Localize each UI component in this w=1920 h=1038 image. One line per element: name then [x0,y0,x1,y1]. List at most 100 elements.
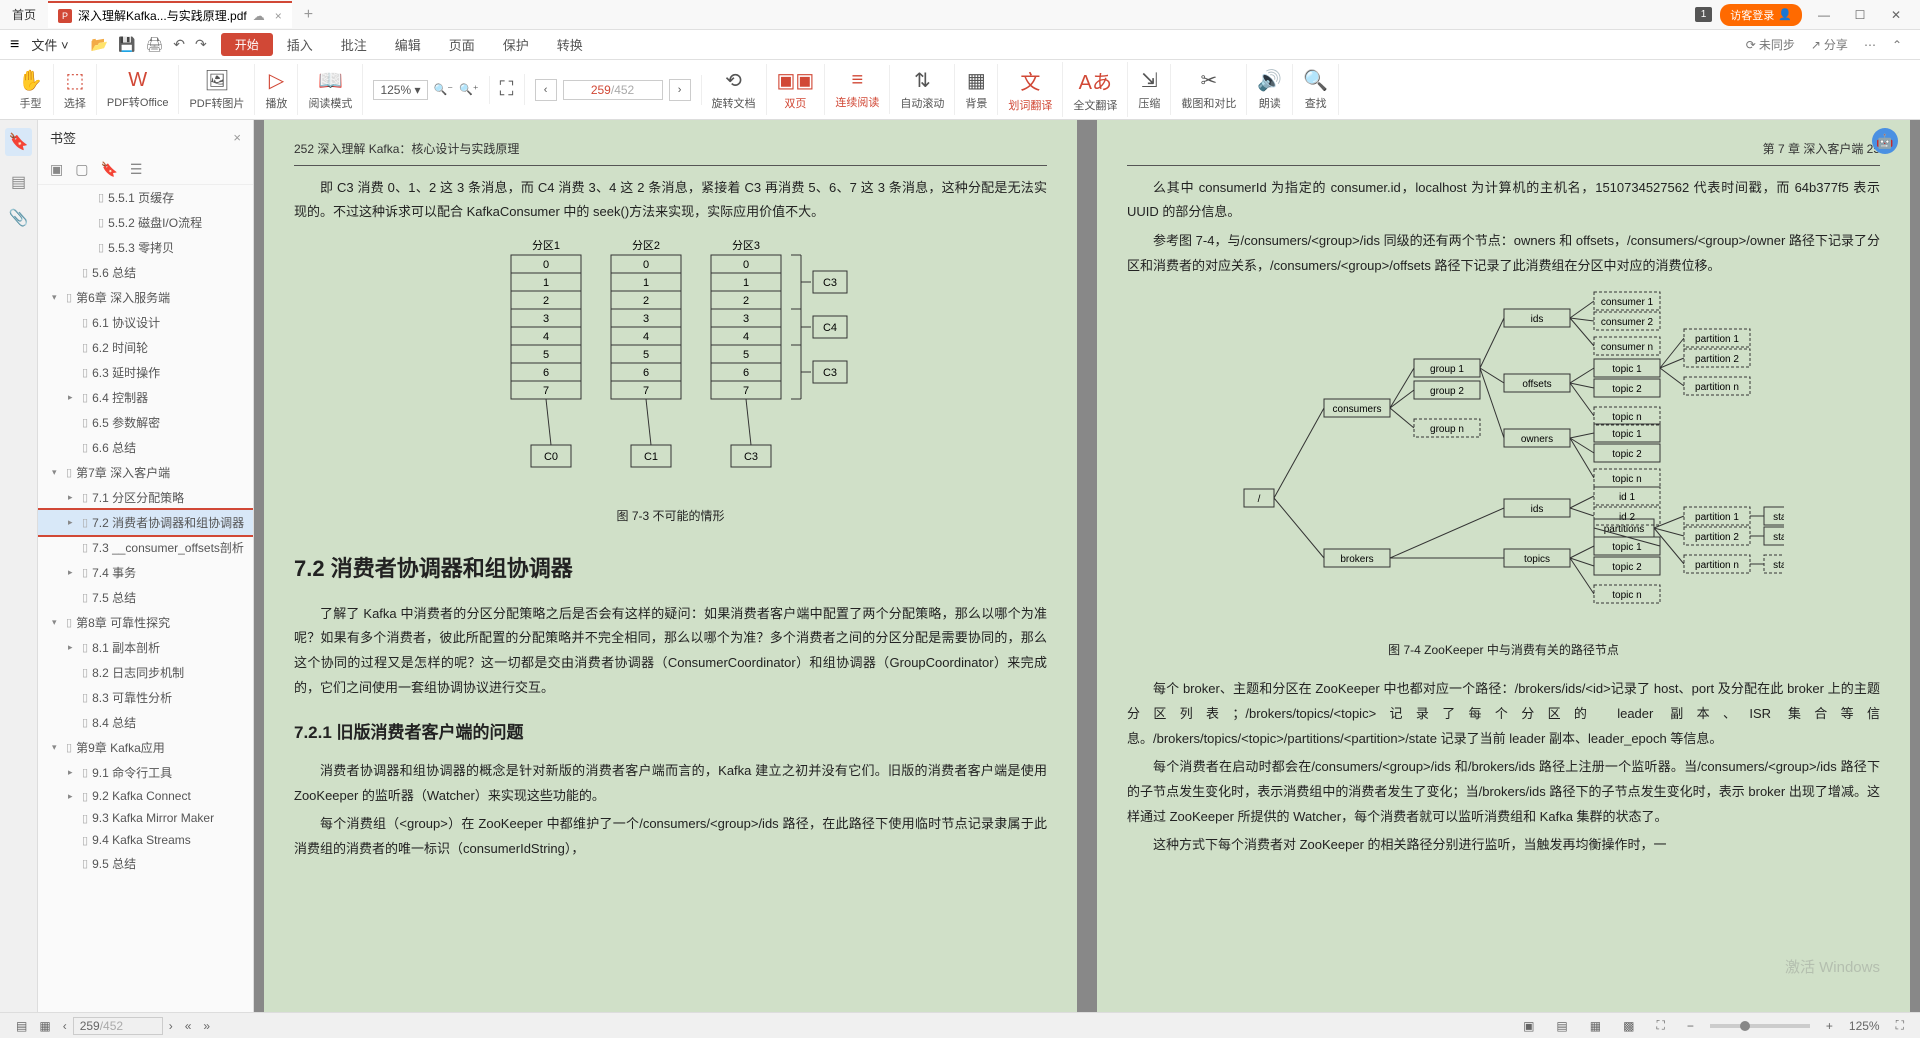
zoom-out-icon[interactable]: 🔍⁻ [434,83,454,96]
bookmark-item[interactable]: ▾▯第7章 深入客户端 [38,460,253,485]
protect-tab[interactable]: 保护 [489,31,543,58]
sb-view3-icon[interactable]: ▦ [1584,1019,1607,1033]
read-mode[interactable]: 📖阅读模式 [298,64,363,115]
bookmark-item[interactable]: ▯8.4 总结 [38,710,253,735]
read-aloud[interactable]: 🔊朗读 [1247,64,1293,115]
bookmark-item[interactable]: ▯8.2 日志同步机制 [38,660,253,685]
continuous-read[interactable]: ≡连续阅读 [825,65,890,114]
maximize-button[interactable]: ☐ [1846,8,1874,22]
bookmark-item[interactable]: ▾▯第9章 Kafka应用 [38,735,253,760]
bookmark-item[interactable]: ▸▯9.2 Kafka Connect [38,785,253,807]
annotate-tab[interactable]: 批注 [327,31,381,58]
sb-layout-icon[interactable]: ▦ [33,1019,56,1033]
home-tab[interactable]: 首页 [0,2,48,27]
compress-button[interactable]: ⇲压缩 [1128,64,1171,115]
open-icon[interactable]: 📂 [91,36,108,53]
bookmark-panel-icon[interactable]: 🔖 [5,128,33,156]
notif-badge[interactable]: 1 [1695,7,1713,22]
page-input[interactable]: 259/452 [563,80,663,100]
new-tab-button[interactable]: + [292,6,325,24]
bookmark-item[interactable]: ▯5.5.3 零拷贝 [38,235,253,260]
bookmark-item[interactable]: ▸▯8.1 副本剖析 [38,635,253,660]
sb-view2-icon[interactable]: ▤ [1550,1019,1573,1033]
find-button[interactable]: 🔍查找 [1293,64,1339,115]
bookmark-item[interactable]: ▯6.5 参数解密 [38,410,253,435]
pdf-to-image[interactable]: 🖼PDF转图片 [179,64,255,115]
insert-tab[interactable]: 插入 [273,31,327,58]
pdf-to-office[interactable]: WPDF转Office [97,65,180,114]
crop-compare[interactable]: ✂截图和对比 [1171,64,1247,115]
minimize-button[interactable]: — [1810,8,1838,22]
auto-scroll[interactable]: ⇅自动滚动 [890,64,955,115]
unsync-button[interactable]: ⟳ 未同步 [1738,36,1803,53]
bookmark-item[interactable]: ▯6.2 时间轮 [38,335,253,360]
sb-fullscreen-icon[interactable]: ⛶ [1890,1018,1910,1033]
close-window-button[interactable]: ✕ [1882,8,1910,22]
bookmark-item[interactable]: ▯9.5 总结 [38,851,253,876]
bookmark-item[interactable]: ▯7.5 总结 [38,585,253,610]
thumbnail-panel-icon[interactable]: ▤ [11,172,26,192]
close-tab-icon[interactable]: × [275,9,282,23]
bookmark-item[interactable]: ▾▯第8章 可靠性探究 [38,610,253,635]
edit-tab[interactable]: 编辑 [381,31,435,58]
fit-page[interactable]: ⛶ [490,74,525,105]
sb-fit-icon[interactable]: ⛶ [1650,1018,1670,1033]
save-icon[interactable]: 💾 [118,36,135,53]
expand-all-icon[interactable]: ▣ [50,161,63,178]
zoom-slider[interactable] [1710,1024,1810,1028]
hand-tool[interactable]: ✋手型 [8,64,54,115]
prev-page[interactable]: ‹ [535,79,557,101]
attachment-panel-icon[interactable]: 📎 [9,208,29,228]
bookmark-item[interactable]: ▯9.4 Kafka Streams [38,829,253,851]
bookmark-item[interactable]: ▯8.3 可靠性分析 [38,685,253,710]
zoom-select[interactable]: 125% ▾ [373,80,427,100]
sb-view1-icon[interactable]: ▣ [1517,1019,1540,1033]
bookmark-item[interactable]: ▸▯7.2 消费者协调器和组协调器 [38,508,253,537]
sb-prev-page[interactable]: ‹ [57,1019,73,1033]
collapse-all-icon[interactable]: ▢ [75,161,88,178]
bookmark-item[interactable]: ▸▯9.1 命令行工具 [38,760,253,785]
bookmark-item[interactable]: ▯9.3 Kafka Mirror Maker [38,807,253,829]
rotate-button[interactable]: ⟲旋转文档 [702,64,767,115]
add-bookmark-icon[interactable]: 🔖 [100,161,117,178]
document-tab[interactable]: P 深入理解Kafka...与实践原理.pdf ☁ × [48,1,292,28]
sb-zoom-out[interactable]: − [1681,1019,1700,1033]
page-viewer[interactable]: 252 深入理解 Kafka：核心设计与实践原理 即 C3 消费 0、1、2 这… [254,120,1920,1012]
more-menu[interactable]: ⋯ [1856,38,1884,52]
bookmark-item[interactable]: ▯5.5.2 磁盘I/O流程 [38,210,253,235]
sb-view4-icon[interactable]: ▩ [1617,1019,1640,1033]
sb-panel-icon[interactable]: ▤ [10,1019,33,1033]
sb-next-page[interactable]: › [163,1019,179,1033]
bookmark-item[interactable]: ▯6.1 协议设计 [38,310,253,335]
full-translate[interactable]: Aあ全文翻译 [1063,62,1128,117]
sb-page-input[interactable]: 259/452 [73,1017,163,1035]
undo-icon[interactable]: ↶ [173,36,185,53]
zoom-in-icon[interactable]: 🔍⁺ [459,83,479,96]
select-tool[interactable]: ⬚选择 [54,64,97,115]
bookmark-item[interactable]: ▾▯第6章 深入服务端 [38,285,253,310]
login-button[interactable]: 访客登录👤 [1720,4,1802,26]
start-tab[interactable]: 开始 [221,33,273,56]
convert-tab[interactable]: 转换 [543,31,597,58]
collapse-ribbon[interactable]: ⌃ [1884,38,1910,52]
background-button[interactable]: ▦背景 [955,64,998,115]
help-badge-icon[interactable]: 🤖 [1872,128,1898,154]
print-icon[interactable]: 🖨 [145,36,163,53]
next-page[interactable]: › [669,79,691,101]
bookmark-item[interactable]: ▸▯6.4 控制器 [38,385,253,410]
line-translate[interactable]: 文划词翻译 [998,62,1063,117]
play-button[interactable]: ▷播放 [255,64,298,115]
bookmark-item[interactable]: ▯7.3 __consumer_offsets剖析 [38,535,253,560]
bookmark-item[interactable]: ▸▯7.1 分区分配策略 [38,485,253,510]
file-menu[interactable]: 文件 ˅ [23,31,76,58]
bookmark-item[interactable]: ▯5.6 总结 [38,260,253,285]
redo-icon[interactable]: ↷ [195,36,207,53]
page-tab[interactable]: 页面 [435,31,489,58]
bookmark-item[interactable]: ▯6.6 总结 [38,435,253,460]
hamburger-icon[interactable]: ≡ [10,36,19,54]
sb-first-page[interactable]: « [179,1019,198,1033]
share-button[interactable]: ↗ 分享 [1803,36,1856,53]
sb-zoom-in[interactable]: + [1820,1019,1839,1033]
bookmark-item[interactable]: ▯6.3 延时操作 [38,360,253,385]
bookmark-settings-icon[interactable]: ☰ [130,161,143,178]
